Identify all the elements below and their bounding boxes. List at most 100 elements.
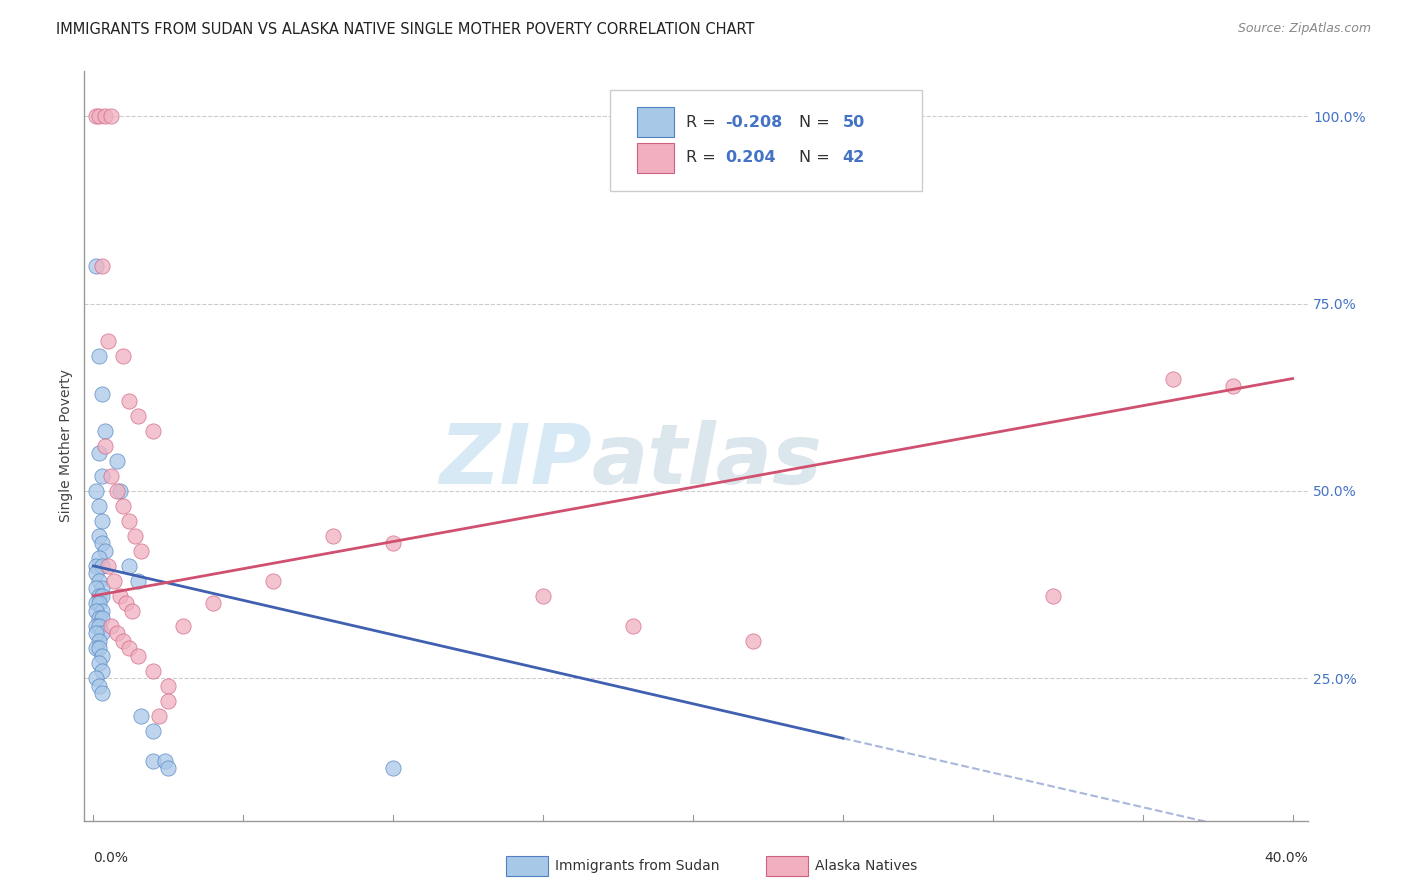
Point (86, 641, 108, 656)
Point (172, 619, 194, 633)
Point (118, 394, 141, 409)
Point (97, 558, 120, 573)
Point (91, 626, 114, 640)
Point (91, 686, 114, 700)
Point (89, 574, 111, 588)
Point (121, 604, 143, 618)
Point (131, 544, 153, 558)
Text: atlas: atlas (592, 420, 823, 501)
Point (100, 109, 122, 123)
FancyBboxPatch shape (637, 107, 673, 137)
Point (202, 596, 225, 610)
Point (155, 754, 177, 768)
Point (118, 514, 141, 528)
Point (112, 633, 135, 648)
Point (157, 761, 180, 775)
Point (91, 582, 114, 596)
Point (86, 671, 108, 685)
Point (86, 566, 108, 581)
Point (103, 574, 125, 588)
Point (89, 679, 111, 693)
Point (127, 409, 149, 423)
Point (86, 109, 108, 123)
Point (112, 499, 135, 513)
Text: 42: 42 (842, 150, 865, 165)
Text: R =: R = (686, 115, 721, 130)
Text: -0.208: -0.208 (725, 115, 783, 130)
Point (91, 558, 114, 573)
Text: 40.0%: 40.0% (1264, 851, 1308, 864)
Point (100, 619, 122, 633)
Point (89, 611, 111, 625)
Point (127, 648, 149, 663)
Point (112, 349, 135, 363)
Point (91, 386, 114, 401)
Text: ZIP: ZIP (439, 420, 592, 501)
Point (89, 589, 111, 603)
Point (89, 596, 111, 610)
Text: R =: R = (686, 150, 725, 165)
Point (118, 558, 141, 573)
Point (97, 334, 120, 348)
Point (157, 679, 180, 693)
Point (124, 529, 146, 543)
Point (89, 551, 111, 566)
Point (382, 761, 405, 775)
Point (94, 439, 117, 453)
Point (94, 424, 117, 438)
Point (382, 536, 405, 550)
Point (157, 694, 180, 708)
Point (89, 109, 111, 123)
Y-axis label: Single Mother Poverty: Single Mother Poverty (59, 369, 73, 523)
Point (86, 582, 108, 596)
Point (118, 641, 141, 656)
Point (742, 633, 765, 648)
Point (91, 611, 114, 625)
FancyBboxPatch shape (637, 143, 673, 172)
Point (89, 633, 111, 648)
Point (142, 424, 165, 438)
Text: 50: 50 (842, 115, 865, 130)
Text: Alaska Natives: Alaska Natives (815, 859, 918, 873)
Point (89, 349, 111, 363)
Point (1042, 589, 1064, 603)
Point (91, 648, 114, 663)
Point (91, 536, 114, 550)
Text: N =: N = (799, 115, 835, 130)
Point (89, 619, 111, 633)
Point (531, 589, 554, 603)
Point (1161, 371, 1184, 385)
Point (105, 454, 128, 468)
Point (91, 469, 114, 483)
Point (89, 641, 111, 656)
Point (91, 664, 114, 678)
Text: Source: ZipAtlas.com: Source: ZipAtlas.com (1237, 22, 1371, 36)
Point (86, 604, 108, 618)
Point (115, 596, 138, 610)
Point (89, 446, 111, 460)
Point (127, 574, 149, 588)
Point (262, 574, 284, 588)
Point (105, 483, 128, 498)
Point (94, 109, 117, 123)
Point (1222, 379, 1244, 393)
Text: Immigrants from Sudan: Immigrants from Sudan (555, 859, 720, 873)
Text: 0.204: 0.204 (725, 150, 776, 165)
Point (89, 657, 111, 671)
Point (621, 619, 644, 633)
Point (105, 626, 128, 640)
Point (110, 589, 132, 603)
Point (142, 664, 165, 678)
Point (110, 483, 132, 498)
Point (142, 754, 165, 768)
Point (86, 619, 108, 633)
Point (91, 514, 114, 528)
Point (94, 544, 117, 558)
Point (148, 708, 170, 723)
Point (142, 723, 165, 738)
Point (322, 529, 344, 543)
Point (86, 483, 108, 498)
Point (100, 469, 122, 483)
Point (91, 604, 114, 618)
FancyBboxPatch shape (610, 90, 922, 191)
